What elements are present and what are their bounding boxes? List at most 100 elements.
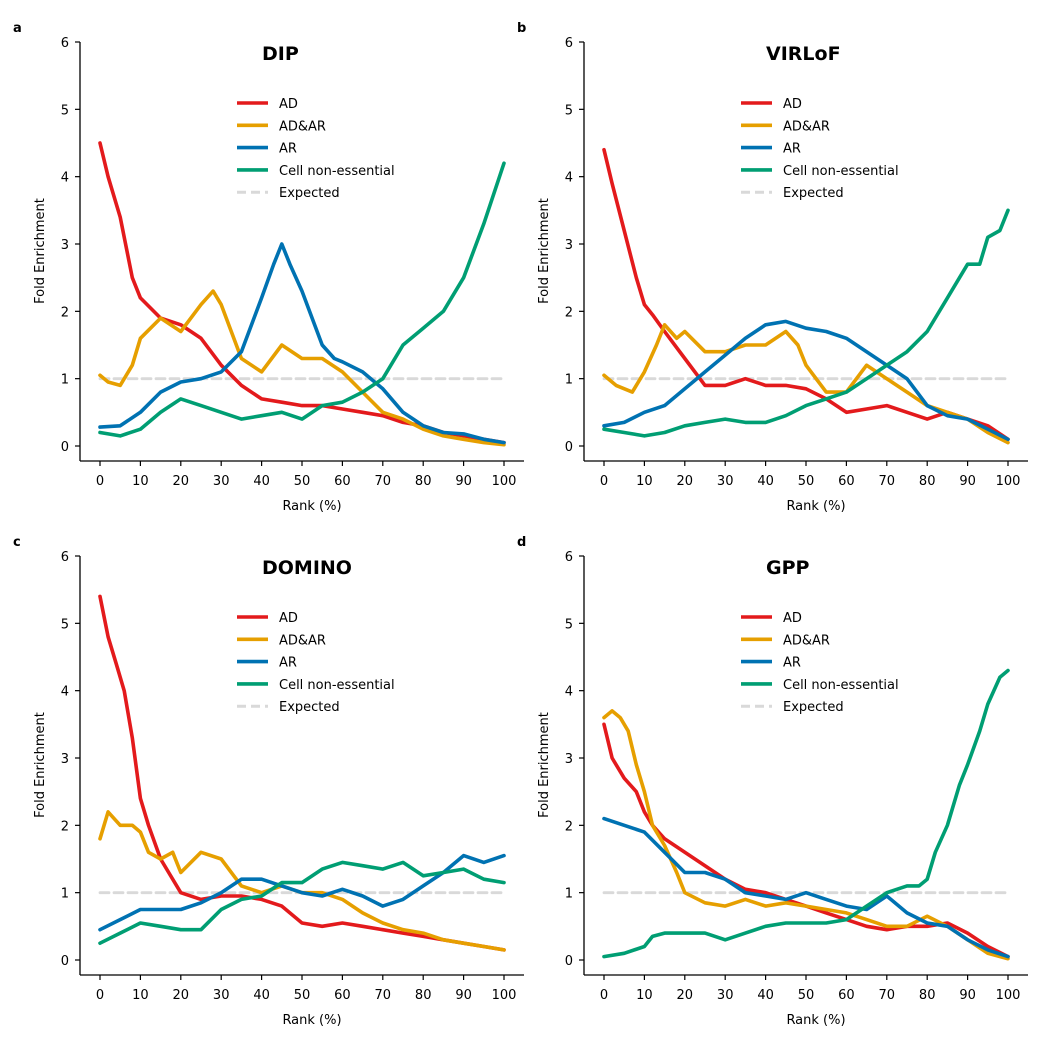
y-tick-label: 5 <box>565 617 573 632</box>
y-tick-label: 6 <box>61 550 69 565</box>
series-line-ar <box>602 816 1010 959</box>
x-tick-label: 10 <box>132 988 149 1003</box>
y-tick-label: 4 <box>565 171 573 186</box>
chart-title: GPP <box>766 557 810 579</box>
series-line-ad-ar <box>602 322 1010 445</box>
legend-label: Cell non-essential <box>279 678 395 693</box>
panel-letter: b <box>517 21 526 36</box>
legend-label: Expected <box>279 700 340 715</box>
x-tick-label: 30 <box>717 474 734 489</box>
y-tick-label: 0 <box>565 440 573 455</box>
legend-label: AD <box>279 611 298 626</box>
series-line-ar <box>602 319 1010 442</box>
series-line-cell-non-essential <box>602 208 1010 438</box>
y-tick-label: 5 <box>61 103 69 118</box>
x-tick-label: 20 <box>677 988 694 1003</box>
legend-label: AR <box>279 656 297 671</box>
legend-label: AD&AR <box>279 633 326 648</box>
y-tick-label: 6 <box>565 550 573 565</box>
y-axis-label: Fold Enrichment <box>33 712 48 818</box>
x-tick-label: 60 <box>838 988 855 1003</box>
y-tick-label: 1 <box>565 373 573 388</box>
x-tick-label: 10 <box>636 474 653 489</box>
panel-d: d 0 10 20 30 40 50 60 70 80 90 100 0 1 2 3 4 5 6 Rank (%) Fo… <box>517 535 1028 1028</box>
x-tick-label: 100 <box>996 988 1021 1003</box>
y-tick-label: 4 <box>61 171 69 186</box>
legend: AD AD&AR AR Cell non-essential Expected <box>237 97 395 201</box>
panel-b: b 0 10 20 30 40 50 60 70 80 90 100 0 1 2 3 4 5 6 Rank (%) Fo… <box>517 21 1028 514</box>
x-tick-label: 20 <box>677 474 694 489</box>
x-tick-label: 50 <box>294 474 311 489</box>
y-tick-label: 4 <box>565 685 573 700</box>
x-tick-label: 80 <box>919 988 936 1003</box>
series-line-ar <box>98 242 506 445</box>
x-axis-label: Rank (%) <box>282 1013 341 1028</box>
y-tick-label: 3 <box>565 752 573 767</box>
legend: AD AD&AR AR Cell non-essential Expected <box>741 611 899 715</box>
legend-label: AD&AR <box>783 119 830 134</box>
y-tick-label: 2 <box>565 819 573 834</box>
series-line-cell-non-essential <box>98 860 506 946</box>
x-tick-label: 80 <box>415 988 432 1003</box>
legend: AD AD&AR AR Cell non-essential Expected <box>741 97 899 201</box>
panel-letter: a <box>13 21 22 36</box>
chart-title: DOMINO <box>262 557 352 579</box>
legend-label: Cell non-essential <box>783 164 899 179</box>
x-axis-label: Rank (%) <box>786 1013 845 1028</box>
x-tick-label: 90 <box>959 474 976 489</box>
y-tick-label: 6 <box>61 36 69 51</box>
x-tick-label: 40 <box>253 988 270 1003</box>
y-tick-label: 0 <box>565 954 573 969</box>
x-tick-label: 10 <box>636 988 653 1003</box>
x-tick-label: 0 <box>600 988 608 1003</box>
y-tick-label: 5 <box>61 617 69 632</box>
chart-title: DIP <box>262 43 299 65</box>
legend-label: AR <box>279 142 297 157</box>
x-tick-label: 30 <box>213 988 230 1003</box>
x-tick-label: 80 <box>919 474 936 489</box>
legend-label: AD&AR <box>783 633 830 648</box>
y-tick-label: 2 <box>61 305 69 320</box>
y-tick-label: 3 <box>565 238 573 253</box>
y-tick-label: 3 <box>61 238 69 253</box>
x-tick-label: 50 <box>294 988 311 1003</box>
x-tick-label: 40 <box>757 988 774 1003</box>
x-tick-label: 100 <box>492 988 517 1003</box>
panel-letter: d <box>517 535 526 550</box>
legend-label: Cell non-essential <box>279 164 395 179</box>
x-tick-label: 20 <box>173 988 190 1003</box>
y-axis-label: Fold Enrichment <box>537 712 552 818</box>
series-line-ad-ar <box>602 709 1010 961</box>
x-tick-label: 90 <box>455 474 472 489</box>
x-tick-label: 70 <box>879 474 896 489</box>
y-tick-label: 0 <box>61 440 69 455</box>
x-tick-label: 50 <box>798 988 815 1003</box>
legend: AD AD&AR AR Cell non-essential Expected <box>237 611 395 715</box>
series-line-ar <box>98 853 506 932</box>
x-tick-label: 70 <box>375 474 392 489</box>
x-tick-label: 90 <box>455 988 472 1003</box>
legend-label: AD <box>783 611 802 626</box>
y-axis-label: Fold Enrichment <box>33 198 48 304</box>
x-tick-label: 60 <box>334 474 351 489</box>
legend-label: AD <box>279 97 298 112</box>
legend-label: AD&AR <box>279 119 326 134</box>
x-axis-label: Rank (%) <box>282 499 341 514</box>
legend-label: Expected <box>783 700 844 715</box>
series-line-ad <box>98 594 506 952</box>
x-tick-label: 10 <box>132 474 149 489</box>
series-line-cell-non-essential <box>98 161 506 438</box>
series-line-ad <box>602 147 1010 442</box>
y-tick-label: 6 <box>565 36 573 51</box>
x-tick-label: 80 <box>415 474 432 489</box>
legend-label: AR <box>783 656 801 671</box>
y-tick-label: 4 <box>61 685 69 700</box>
y-tick-label: 0 <box>61 954 69 969</box>
x-tick-label: 30 <box>213 474 230 489</box>
x-tick-label: 100 <box>492 474 517 489</box>
x-tick-label: 70 <box>375 988 392 1003</box>
panel-a: a 0 10 20 30 40 50 60 70 80 90 100 0 1 2 3 4 5 6 Rank (%) Fo… <box>13 21 524 514</box>
y-tick-label: 1 <box>565 887 573 902</box>
y-tick-label: 1 <box>61 373 69 388</box>
legend-label: AR <box>783 142 801 157</box>
